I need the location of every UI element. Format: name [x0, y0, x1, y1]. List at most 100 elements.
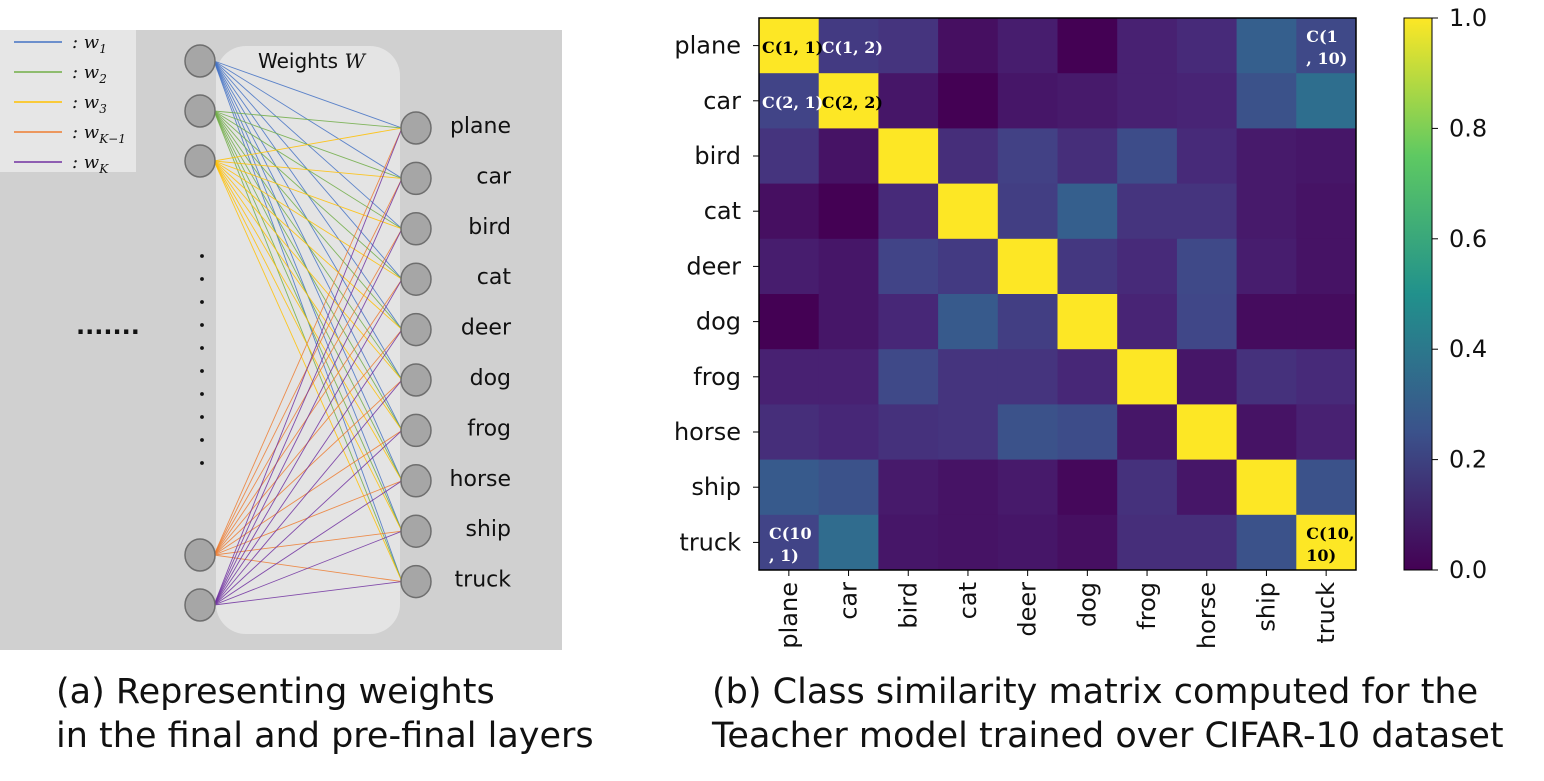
- heatmap-cell: [997, 128, 1058, 185]
- heatmap-cell: [759, 238, 820, 295]
- heatmap-cell: [1236, 404, 1297, 461]
- weight-edge: [213, 228, 403, 606]
- heatmap-cell: [878, 183, 939, 240]
- legend: : w1: w2: w3: wK−1: wK: [14, 32, 126, 176]
- heatmap-cell: [818, 514, 879, 571]
- heatmap-cell: [1176, 128, 1238, 185]
- weights-title: Weights W: [258, 49, 366, 73]
- heatmap-cell: [997, 73, 1058, 129]
- heatmap-cell: [1236, 128, 1297, 185]
- output-node: [400, 564, 432, 599]
- heatmap-cell: [878, 238, 939, 295]
- heatmap-cell: [878, 459, 939, 516]
- heatmap-cell: [1296, 514, 1357, 571]
- ellipsis-dot: [200, 438, 204, 442]
- heatmap-cell: [1176, 459, 1238, 516]
- heatmap-cell: [997, 349, 1058, 405]
- cell-annotation: C(10: [769, 524, 812, 543]
- weight-edge: [213, 160, 403, 179]
- heatmap-cell: [1236, 73, 1297, 129]
- colorbar-ticks: 0.0 0.2 0.4 0.6 0.8 1.0: [1432, 4, 1487, 584]
- input-node: [184, 94, 216, 128]
- heatmap-cell: [878, 73, 939, 129]
- heatmap-cell: [818, 459, 879, 516]
- weight-edge: [213, 278, 403, 606]
- cell-annotation: C(10,: [1306, 524, 1354, 543]
- ellipsis-dot: [200, 461, 204, 465]
- weight-edge: [213, 160, 403, 482]
- heatmap-cell: [1057, 18, 1118, 74]
- heatmap-cell: [938, 294, 999, 350]
- output-node: [400, 413, 432, 448]
- heatmap-cell: [818, 128, 879, 185]
- ellipsis-dot: [200, 369, 204, 373]
- output-nodes: [400, 111, 432, 599]
- weight-edge: [213, 530, 403, 606]
- input-node: [184, 588, 216, 622]
- cell-annotation: C(1, 1): [762, 38, 823, 57]
- heatmap-cell: [759, 128, 820, 185]
- weight-edge: [213, 160, 403, 582]
- input-nodes: [184, 44, 216, 622]
- output-label: dog: [470, 366, 511, 391]
- legend-label: : w3: [72, 92, 107, 116]
- colorbar-tick-label: 0.0: [1449, 556, 1487, 584]
- heatmap-cell: [878, 18, 939, 74]
- network-diagram: : w1: w2: w3: wK−1: wK Weights W .......…: [14, 32, 512, 622]
- row-label: horse: [674, 418, 741, 446]
- output-node: [400, 312, 432, 347]
- legend-box: [0, 30, 136, 172]
- cell-annotation: C(2, 2): [822, 93, 883, 112]
- output-label: deer: [461, 316, 512, 341]
- column-label: horse: [1193, 582, 1221, 649]
- heatmap-cell: [1117, 404, 1178, 461]
- output-node: [400, 514, 432, 548]
- colorbar-tick-label: 0.2: [1449, 446, 1487, 474]
- ellipsis-dot: [200, 346, 204, 350]
- output-label: car: [476, 164, 512, 189]
- heatmap-cell: [818, 294, 879, 350]
- ellipsis-dot: [200, 300, 204, 304]
- heatmap-cell: [1236, 18, 1297, 74]
- heatmap-cell: [1296, 238, 1357, 295]
- ellipsis-dot: [200, 277, 204, 281]
- heatmap-cell: [1236, 349, 1297, 405]
- heatmap-cell: [997, 459, 1058, 516]
- input-node: [184, 538, 216, 572]
- heatmap-cell: [818, 404, 879, 461]
- row-label: deer: [686, 252, 741, 280]
- colorbar-tick-label: 0.4: [1449, 335, 1487, 363]
- output-node: [400, 464, 432, 498]
- vertical-ellipsis: [200, 254, 204, 465]
- output-label: frog: [467, 416, 511, 441]
- heatmap-cell: [1296, 73, 1357, 129]
- heatmap-cell: [1236, 238, 1297, 295]
- heatmap-cell: [1117, 183, 1178, 240]
- heatmap-cell: [878, 294, 939, 350]
- heatmap-cell: [1117, 238, 1178, 295]
- heatmap-cell: [1296, 183, 1357, 240]
- row-label: dog: [696, 308, 741, 336]
- output-node: [400, 262, 432, 296]
- legend-item: : w3: [14, 92, 107, 116]
- heatmap-cell: [938, 459, 999, 516]
- heatmap-cell: [938, 183, 999, 240]
- ellipsis-dot: [200, 254, 204, 258]
- heatmap-cell: [938, 514, 999, 571]
- weight-edge: [213, 329, 403, 606]
- weight-edge: [213, 430, 403, 606]
- heatmap-cell: [1057, 514, 1118, 571]
- weight-edge: [213, 480, 403, 606]
- heatmap-cell: [759, 514, 820, 571]
- weight-edge: [213, 160, 403, 381]
- output-label: truck: [455, 568, 512, 593]
- heatmap-cell: [878, 349, 939, 405]
- column-label: cat: [954, 582, 982, 619]
- output-label: horse: [450, 467, 511, 492]
- column-label: deer: [1014, 582, 1042, 637]
- heatmap-cell: [818, 349, 879, 405]
- caption-b-line2: Teacher model trained over CIFAR-10 data…: [712, 716, 1504, 756]
- weight-edge: [213, 110, 403, 129]
- heatmap-cell: [878, 128, 939, 185]
- heatmap-cell: [997, 514, 1058, 571]
